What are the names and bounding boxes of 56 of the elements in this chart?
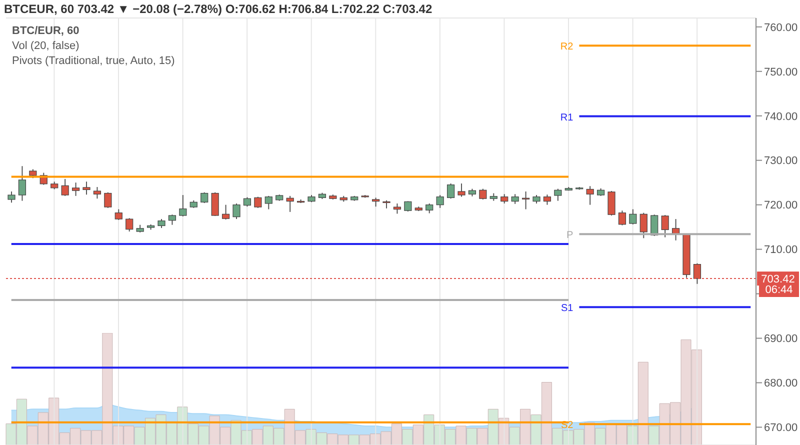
candlestick <box>168 214 176 226</box>
candlestick <box>222 204 230 220</box>
candlestick <box>211 192 219 216</box>
candlestick <box>232 202 240 220</box>
candlestick <box>522 190 530 210</box>
candlestick <box>511 194 519 204</box>
candlestick <box>72 182 80 196</box>
candlestick <box>650 214 658 236</box>
y-tick-label: 670.00 <box>764 422 798 434</box>
annotation: BTC/EUR, 60 <box>12 24 80 39</box>
candlestick <box>114 208 122 220</box>
candlestick <box>479 188 487 200</box>
y-tick-label: 680.00 <box>764 378 798 390</box>
candlestick <box>126 218 134 232</box>
candlestick <box>254 196 262 208</box>
candlestick <box>608 190 616 216</box>
text: 06:44 <box>759 283 799 297</box>
candlestick <box>586 186 594 206</box>
candlestick <box>200 192 208 204</box>
candlestick <box>554 188 562 202</box>
y-tick-label: 690.00 <box>764 333 798 346</box>
candlestick <box>8 190 16 204</box>
candlestick <box>243 196 252 208</box>
candlestick <box>446 182 455 200</box>
candlestick <box>286 195 294 212</box>
candlestick <box>104 192 112 208</box>
series-label: R2 <box>560 42 574 53</box>
candlestick <box>179 194 187 217</box>
candlestick <box>640 212 648 239</box>
candlestick <box>93 186 102 200</box>
candlestick <box>629 208 637 225</box>
candlestick <box>661 214 669 238</box>
y-tick-label: 720.00 <box>764 200 798 212</box>
y-tick-label: 740.00 <box>764 110 798 123</box>
candlestick <box>61 178 69 196</box>
candlestick <box>543 194 552 206</box>
y-tick-label: 730.00 <box>764 155 798 168</box>
annotation: Vol (20, false) <box>12 39 80 54</box>
y-tick-label: 760.00 <box>764 22 798 34</box>
candlestick <box>82 181 90 196</box>
candlestick <box>18 166 26 202</box>
candlestick <box>436 194 444 208</box>
chart-title: BTCEUR, 60 703.42 ▼ −20.08 (−2.78%) O:706.62 H:706.84 L:702.22 C:703.42 <box>4 2 432 16</box>
candlestick <box>426 202 434 214</box>
y-tick-label: 750.00 <box>764 66 798 78</box>
ref-line-label: 703.42 <box>761 274 795 286</box>
series-label: S1 <box>560 303 574 314</box>
series-label: P <box>566 230 574 242</box>
candlestick <box>500 194 508 204</box>
candlestick <box>393 202 402 214</box>
candlestick <box>264 195 272 210</box>
y-tick-label: 710.00 <box>764 244 798 256</box>
candlestick <box>618 210 626 226</box>
annotation: Pivots (Traditional, true, Auto, 15) <box>12 54 175 69</box>
candlestick <box>458 182 466 198</box>
series-label: R1 <box>560 112 574 124</box>
